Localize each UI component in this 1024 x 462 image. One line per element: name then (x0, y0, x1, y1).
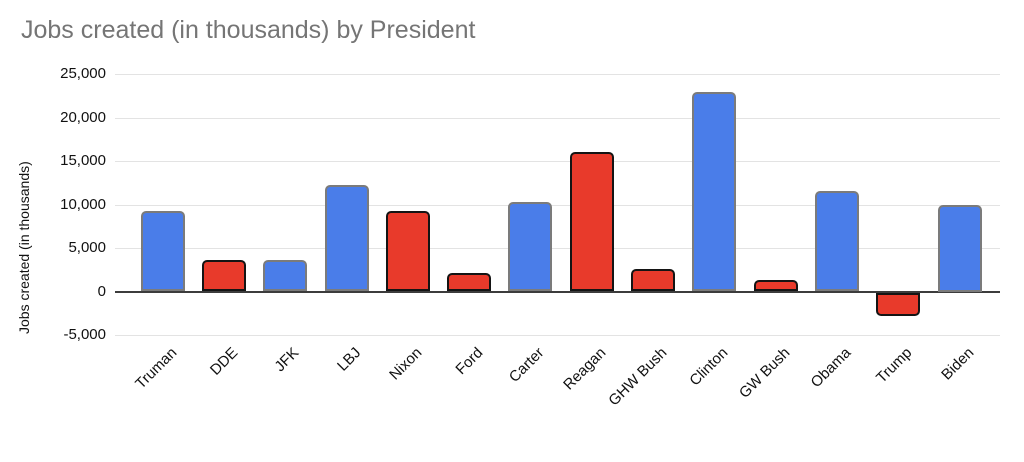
x-tick-label-carter: Carter (506, 344, 548, 386)
gridline (115, 248, 1000, 249)
bar-ford (447, 273, 492, 292)
gridline (115, 204, 1000, 206)
bar-trump (876, 292, 921, 316)
x-axis-line (115, 290, 1000, 293)
bar-ghw-bush (631, 268, 676, 292)
x-tick-label-nixon: Nixon (386, 344, 426, 384)
x-tick-label-ford: Ford (452, 344, 487, 379)
x-tick-label-jfk: JFK (271, 344, 303, 376)
bar-nixon (385, 211, 430, 292)
bar-gw-bush (753, 280, 798, 292)
bar-clinton (692, 92, 737, 292)
x-tick-label-reagan: Reagan (559, 344, 610, 394)
x-tick-label-trump: Trump (873, 344, 916, 387)
bar-carter (508, 201, 553, 292)
chart-title: Jobs created (in thousands) by President (21, 16, 476, 44)
y-tick-label: -5,000 (63, 326, 106, 343)
gridline (115, 117, 1000, 119)
x-tick-label-clinton: Clinton (686, 344, 732, 390)
x-tick-label-truman: Truman (131, 344, 180, 393)
bar-reagan (569, 152, 614, 292)
x-tick-label-lbj: LBJ (333, 344, 364, 375)
bar-lbj (324, 185, 369, 292)
bar-biden (937, 204, 982, 292)
gridline (115, 161, 1000, 162)
y-tick-label: 20,000 (60, 108, 106, 126)
plot-area: 25,000 20,000 15,000 10,000 5,000 0 -5,000 Trum… (60, 65, 1000, 409)
y-tick-label: 5,000 (68, 239, 106, 256)
y-tick-label: 0 (97, 282, 106, 300)
x-tick-label-ghw-bush: GHW Bush (605, 344, 671, 410)
x-tick-label-gw-bush: GW Bush (735, 344, 793, 402)
gridline (115, 74, 1000, 75)
y-tick-label: 15,000 (60, 152, 106, 169)
x-tick-label-biden: Biden (937, 344, 977, 384)
bar-truman (140, 210, 185, 292)
y-tick-label: 10,000 (60, 195, 106, 213)
gridline (115, 335, 1000, 336)
x-tick-label-obama: Obama (807, 344, 855, 392)
x-tick-label-dde: DDE (206, 344, 242, 379)
bar-dde (201, 260, 246, 292)
bar-obama (814, 191, 859, 292)
bar-jfk (263, 260, 308, 292)
y-tick-label: 25,000 (60, 65, 106, 82)
